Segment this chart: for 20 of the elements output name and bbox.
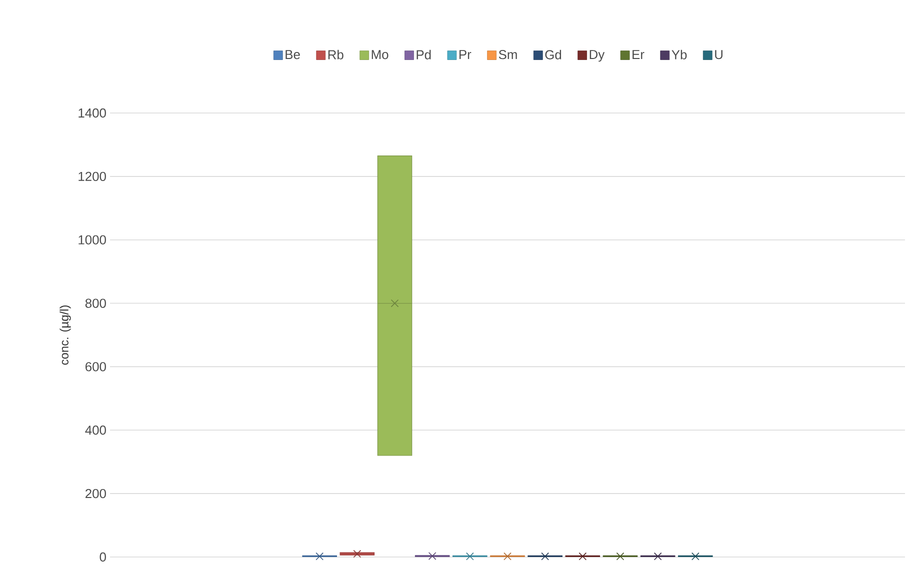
y-tick-label: 200 [86, 488, 106, 498]
y-tick-label: 400 [85, 426, 106, 435]
legend-label: U [715, 50, 722, 60]
legend-label: Be [286, 50, 300, 60]
y-tick-label: 0 [100, 552, 106, 562]
y-axis-title: conc. (µg/l) [60, 306, 71, 365]
legend-label: Er [632, 50, 644, 59]
legend-label: Gd [545, 50, 562, 60]
legend-label: Sm [498, 50, 517, 60]
legend-label: Pr [460, 50, 472, 59]
legend-label: Pd [416, 50, 431, 60]
y-tick-label: 1200 [78, 172, 106, 182]
legend-label: Mo [372, 50, 388, 60]
legend-label: Yb [672, 50, 687, 60]
y-tick-label: 1400 [78, 108, 106, 118]
legend-label: Dy [590, 50, 605, 62]
y-tick-label: 1000 [78, 235, 106, 244]
legend-label: Rb [328, 50, 344, 60]
y-tick-label: 800 [85, 298, 106, 308]
y-tick-label: 600 [86, 362, 106, 372]
